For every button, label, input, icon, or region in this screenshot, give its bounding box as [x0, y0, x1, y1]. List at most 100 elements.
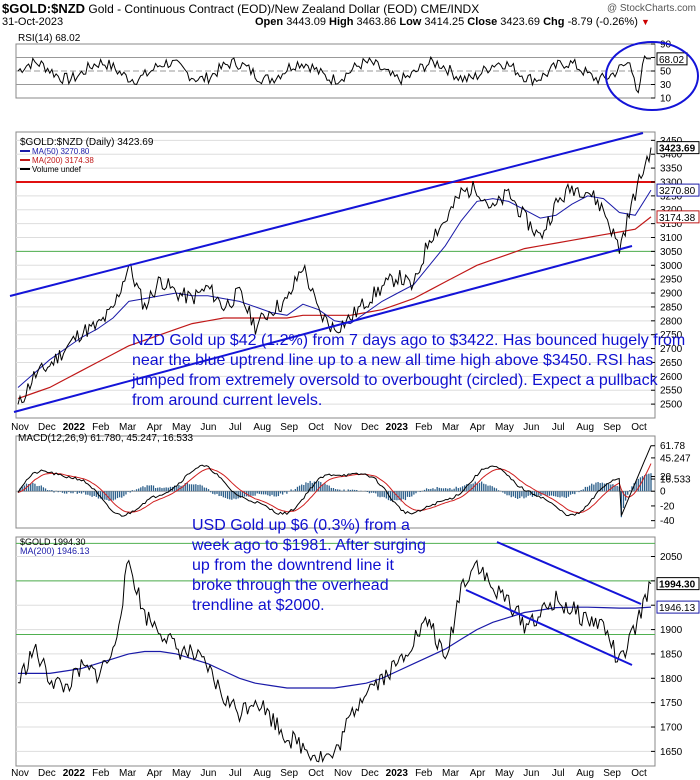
price-tick-label: 3050 — [660, 247, 683, 258]
price-tick-label: 3300 — [660, 177, 683, 188]
x-tick-label: 2023 — [386, 422, 409, 433]
nzd-annotation: NZD Gold up $42 (1.2%) from 7 days ago t… — [132, 332, 686, 409]
rsi-last-value: 68.02 — [659, 55, 684, 66]
rsi-last-box — [656, 52, 688, 66]
price-tick-label: 2550 — [660, 386, 683, 397]
macd-tick-label: 61.78 — [660, 441, 685, 452]
upper-channel-line — [9, 132, 644, 297]
x-tick-label: Apr — [147, 422, 163, 433]
price-legend-2: MA(200) 3174.38 — [32, 156, 94, 165]
x-tick-label: Nov — [11, 768, 29, 779]
price-last-value: 3423.69 — [659, 144, 696, 155]
gold-ma200-line — [18, 606, 652, 689]
signal-line — [17, 463, 652, 514]
x-tick-label: Aug — [253, 422, 271, 433]
gold-last-value: 1994.30 — [659, 580, 696, 591]
x-tick-label: Sep — [280, 768, 298, 779]
chart-title: $GOLD:$NZD Gold - Continuous Contract (E… — [2, 1, 479, 16]
price-tick-label: 3150 — [660, 219, 683, 230]
gold-price-line — [17, 559, 652, 764]
price-tick-label: 2500 — [660, 400, 683, 411]
ma50-last-value: 3270.80 — [659, 186, 696, 197]
x-tick-label: Jun — [523, 422, 539, 433]
rsi-tick-label: 10 — [660, 94, 672, 105]
x-tick-label: Feb — [415, 768, 433, 779]
x-tick-label: Feb — [92, 422, 110, 433]
x-tick-label: Dec — [38, 422, 56, 433]
price-tick-label: 3400 — [660, 150, 683, 161]
symbol: $GOLD:$NZD — [2, 1, 86, 16]
x-tick-label: Mar — [442, 768, 460, 779]
x-tick-label: May — [495, 768, 514, 779]
x-tick-label: Oct — [631, 422, 647, 433]
x-tick-label: Jul — [552, 768, 565, 779]
x-tick-label: May — [172, 422, 191, 433]
low-value: 3414.25 — [424, 16, 465, 28]
x-tick-label: Dec — [361, 422, 379, 433]
macd-tick-label: 16.533 — [660, 475, 691, 486]
ma200-line — [17, 216, 652, 400]
gold-ma200-box — [656, 600, 700, 614]
macd-tick-label: -20 — [660, 501, 675, 512]
macd-label: MACD(12,26,9) 61.780, 45.247, 16.533 — [18, 433, 194, 444]
panel-frame — [15, 131, 656, 419]
x-tick-label: Nov — [334, 422, 352, 433]
price-tick-label: 3100 — [660, 233, 683, 244]
x-tick-label: Apr — [147, 768, 163, 779]
rsi-tick-label: 90 — [660, 40, 672, 51]
open-value: 3443.09 — [286, 16, 326, 28]
x-tick-label: Jun — [200, 768, 216, 779]
x-tick-label: Feb — [415, 422, 433, 433]
macd-tick-label: 0 — [660, 487, 666, 498]
price-tick-label: 2850 — [660, 302, 683, 313]
gold-tick-label: 1700 — [660, 723, 683, 734]
price-tick-label: 3000 — [660, 261, 683, 272]
x-tick-label: Jul — [229, 422, 242, 433]
x-tick-label: Aug — [253, 768, 271, 779]
price-legend-3: Volume undef — [32, 165, 82, 174]
price-tick-label: 2800 — [660, 316, 683, 327]
x-tick-label: 2022 — [63, 422, 86, 433]
x-tick-label: Apr — [470, 422, 486, 433]
chart-date: 31-Oct-2023 — [2, 16, 64, 28]
x-tick-label: Oct — [308, 422, 324, 433]
x-tick-label: 2022 — [63, 768, 86, 779]
price-tick-label: 2700 — [660, 344, 683, 355]
x-tick-label: Mar — [442, 422, 460, 433]
macd-tick-label: 45.247 — [660, 453, 691, 464]
gold-tick-label: 1850 — [660, 649, 683, 660]
usd-annotation: USD Gold up $6 (0.3%) from a week ago to… — [192, 517, 426, 614]
change-value: -8.79 (-0.26%) — [567, 16, 638, 28]
gold-ma200-value: 1946.13 — [659, 603, 696, 614]
x-tick-label: Apr — [470, 768, 486, 779]
gold-legend-0: $GOLD 1994.30 — [20, 537, 86, 547]
ma50-line — [17, 189, 652, 388]
price-tick-label: 3250 — [660, 191, 683, 202]
rsi-line — [17, 55, 651, 94]
watermark: @ StockCharts.com — [606, 3, 696, 14]
x-tick-label: Mar — [119, 422, 137, 433]
gold-legend-1: MA(200) 1946.13 — [20, 546, 90, 556]
x-tick-label: Aug — [576, 422, 594, 433]
macd-tick-label: 20 — [660, 472, 672, 483]
x-tick-label: Oct — [308, 768, 324, 779]
price-legend-1: MA(50) 3270.80 — [32, 147, 90, 156]
uptrend-line — [13, 245, 633, 413]
gold-tick-label: 2050 — [660, 552, 683, 563]
macd-line — [17, 445, 652, 517]
price-line — [17, 147, 652, 405]
x-tick-label: Oct — [631, 768, 647, 779]
x-tick-label: Jun — [200, 422, 216, 433]
gold-tick-label: 1900 — [660, 625, 683, 636]
macd-tick-label: -40 — [660, 516, 675, 527]
x-tick-label: Nov — [11, 422, 29, 433]
close-value: 3423.69 — [500, 16, 541, 28]
gold-tick-label: 1750 — [660, 698, 683, 709]
x-tick-label: Dec — [38, 768, 56, 779]
downtrend-upper-line — [496, 541, 642, 605]
price-tick-label: 2950 — [660, 275, 683, 286]
ma50-last-box — [656, 183, 700, 197]
ohlc-readout: Open 3443.09 High 3463.86 Low 3414.25 Cl… — [255, 16, 650, 28]
x-tick-label: May — [172, 768, 191, 779]
